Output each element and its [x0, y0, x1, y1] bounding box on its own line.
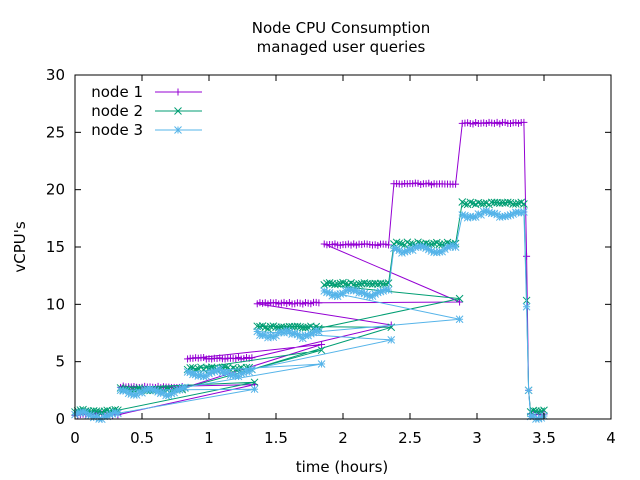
y-tick-label: 5 [55, 353, 65, 371]
legend-label: node 2 [91, 102, 143, 120]
x-tick-label: 1 [204, 429, 214, 447]
data-point [392, 238, 401, 247]
y-axis-label: vCPU's [11, 221, 29, 272]
data-point [315, 327, 323, 336]
data-point [482, 207, 491, 215]
data-point [524, 386, 533, 395]
data-point [384, 279, 393, 287]
data-point [455, 294, 464, 303]
x-tick-label: 3 [472, 429, 482, 447]
data-point [452, 180, 460, 188]
data-point [181, 383, 189, 392]
x-tick-label: 4 [606, 429, 616, 447]
data-point [248, 365, 256, 374]
data-point [456, 298, 464, 306]
data-point [520, 208, 528, 216]
data-point [522, 302, 531, 311]
data-point [520, 118, 528, 126]
x-tick-label: 2.5 [398, 429, 422, 447]
data-point [503, 198, 512, 207]
data-point [387, 336, 396, 344]
data-point [317, 346, 326, 355]
x-tick-label: 0.5 [130, 429, 154, 447]
y-tick-label: 0 [55, 410, 65, 428]
y-tick-label: 20 [46, 181, 65, 199]
legend-marker [174, 107, 182, 115]
data-point [520, 200, 528, 208]
series-node-1 [71, 118, 548, 419]
data-point [317, 360, 326, 368]
data-point [384, 286, 393, 294]
data-point [318, 340, 326, 348]
y-tick-label: 30 [46, 66, 65, 84]
data-point [315, 299, 323, 307]
series-line [74, 201, 545, 413]
x-tick-label: 3.5 [532, 429, 556, 447]
data-point [466, 198, 475, 207]
data-point [333, 280, 342, 288]
legend-marker [174, 88, 182, 96]
x-tick-label: 0 [70, 429, 80, 447]
series-layer [71, 118, 548, 424]
data-point [250, 385, 259, 394]
data-point [325, 278, 334, 287]
x-tick-label: 2 [338, 429, 348, 447]
legend-label: node 3 [91, 121, 143, 139]
series-line [74, 121, 545, 416]
legend-marker [174, 126, 182, 134]
data-point [250, 378, 259, 387]
data-point [455, 315, 464, 324]
data-point [523, 252, 531, 260]
data-point [269, 322, 278, 330]
data-point [451, 243, 460, 252]
series-node-2 [71, 198, 548, 417]
legend-label: node 1 [91, 83, 143, 101]
chart-subtitle: managed user queries [257, 38, 426, 56]
data-point [229, 364, 237, 372]
y-tick-label: 10 [46, 295, 65, 313]
data-point [461, 200, 469, 208]
chart-title: Node CPU Consumption [252, 19, 431, 37]
data-point [114, 409, 122, 418]
series-node-3 [71, 207, 548, 424]
x-tick-label: 1.5 [264, 429, 288, 447]
data-point [512, 200, 520, 208]
x-axis-label: time (hours) [296, 458, 389, 476]
ticks-layer: 0 0.5 1 1.5 2 2.5 3 3.5 4 0 5 10 15 20 25 30 [46, 66, 616, 447]
data-point [540, 406, 548, 415]
y-tick-label: 15 [46, 238, 65, 256]
y-tick-label: 25 [46, 123, 65, 141]
